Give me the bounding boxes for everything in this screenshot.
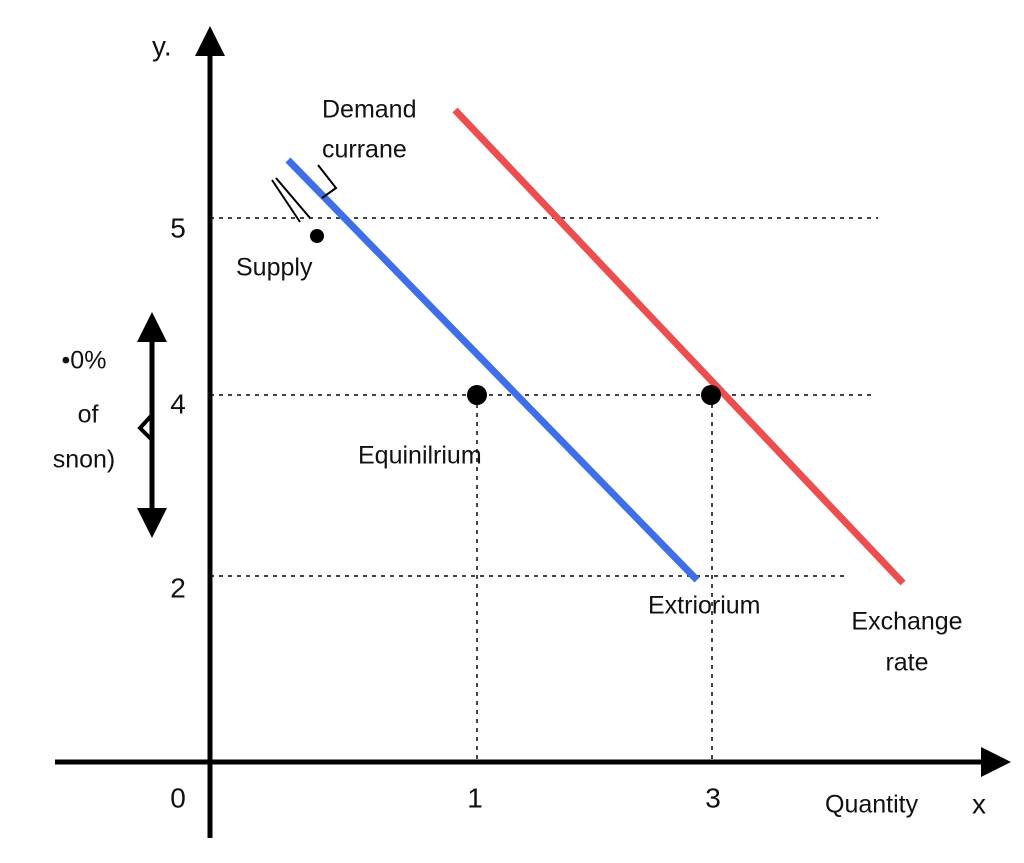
- label: Exchange: [851, 608, 962, 636]
- label: Demand: [322, 96, 417, 124]
- x-tick-label: 0: [170, 782, 186, 813]
- point: [701, 385, 721, 405]
- tick-bracket: [271, 164, 338, 223]
- label: Equinilrium: [358, 442, 482, 470]
- x-tick-label: 3: [705, 782, 721, 813]
- y-tick-label: 4: [170, 388, 186, 419]
- label: Supply: [236, 254, 313, 282]
- label: Extriorium: [648, 592, 761, 620]
- y-tick-label: 2: [170, 572, 186, 603]
- y-tick-label: 5: [170, 212, 186, 243]
- label: currane: [322, 136, 407, 164]
- side-note: •0%: [62, 347, 107, 375]
- y-label: y.: [152, 30, 172, 61]
- brace: [137, 413, 154, 442]
- guides: [210, 217, 878, 762]
- supply-line: [285, 157, 700, 583]
- label: rate: [885, 649, 928, 677]
- demand-line: [452, 107, 906, 586]
- x-title: Quantity: [825, 791, 919, 819]
- side-note: snon): [53, 446, 116, 474]
- x-label: x: [972, 788, 986, 819]
- point: [467, 385, 487, 405]
- x-tick-label: 1: [467, 782, 483, 813]
- point: [310, 229, 324, 243]
- side-note: of: [78, 401, 99, 429]
